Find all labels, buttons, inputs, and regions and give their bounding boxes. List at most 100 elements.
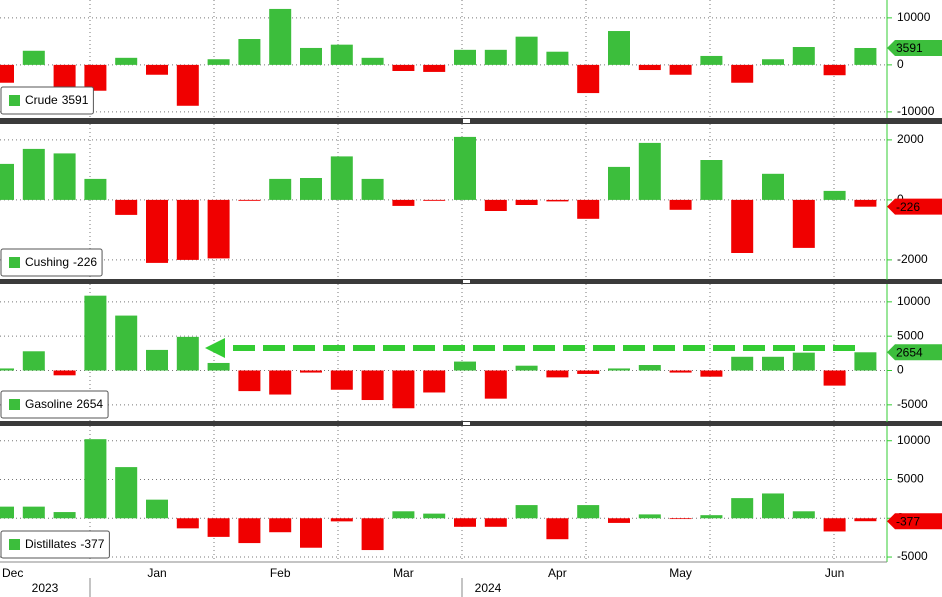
y-tick-label: 5000 [897,328,924,342]
bar [53,512,76,519]
bar [300,518,322,548]
bar [238,199,261,201]
bar [176,518,199,529]
legend-name: Crude [25,93,58,107]
bar [269,178,292,200]
legend-name: Distillates [25,537,76,551]
legend-name: Cushing [25,255,69,269]
bar [731,199,754,253]
legend-box [0,86,94,115]
bar [115,199,138,215]
bar [700,515,723,519]
last-value-label: 3591 [896,41,923,55]
bar [300,47,322,65]
separator-handle [463,119,470,123]
bar [115,467,138,519]
bar [823,64,846,76]
bar [146,199,168,263]
bar [823,518,846,532]
bar [854,352,877,371]
bar [762,493,784,519]
last-value-tag [887,344,942,361]
arrow-head [205,338,225,358]
bar [669,370,692,373]
bar [0,64,14,83]
bar [577,370,600,374]
bar [546,370,569,378]
legend-label: Gasoline 2654 [25,397,103,411]
bar [854,47,877,65]
bar [638,142,661,200]
bar [792,511,815,519]
legend-value: -226 [73,255,97,269]
legend-name: Gasoline [25,397,73,411]
bar [207,518,230,537]
bar [515,505,538,519]
bar [0,163,14,200]
bar [176,336,199,371]
legend-box [0,390,109,419]
bar [515,199,538,205]
bar [731,356,754,371]
bar [392,370,415,409]
bar [792,352,815,371]
last-value-tag [887,513,942,530]
bar [423,370,446,393]
x-tick-label: Jan [147,566,166,580]
bar [269,8,292,65]
x-tick-label: Feb [270,566,291,580]
bar [762,173,784,200]
bar [792,47,815,65]
last-value-label: -226 [896,200,920,214]
bar [22,351,45,371]
bar [330,156,353,200]
bar [115,57,138,65]
bar [330,44,353,65]
bar [608,166,630,200]
bar [762,356,784,371]
bar [731,64,754,83]
year-label: 2024 [475,581,502,595]
legend-label: Cushing -226 [25,255,97,269]
bar [330,518,353,522]
bar [484,199,507,211]
legend: Distillates -377 [0,530,110,559]
bar [84,64,107,91]
legend: Crude 3591 [0,86,94,115]
legend-box [0,248,103,277]
bar [176,199,199,260]
bar [823,370,846,386]
bar [792,199,815,248]
legend-swatch [9,539,20,550]
bar [392,199,415,206]
bar [669,64,692,75]
bar [823,190,846,200]
bar [53,370,76,376]
legend-swatch [9,399,20,410]
last-value-tag [887,198,942,215]
y-tick-label: 0 [897,57,904,71]
panel-separator [0,279,942,284]
year-label: 2023 [32,581,59,595]
bar [361,518,384,551]
x-tick-label: Mar [393,566,414,580]
x-tick-label: May [669,566,692,580]
legend: Gasoline 2654 [0,390,109,419]
bar [238,370,261,392]
bar [269,370,292,395]
y-tick-label: -5000 [897,397,928,411]
bar [300,178,322,200]
bar [22,148,45,200]
bar [577,64,600,94]
bar [454,518,476,527]
y-tick-label: -10000 [897,104,935,118]
legend-swatch [9,257,20,268]
x-tick-label: Apr [548,566,567,580]
separator-handle [463,422,470,425]
y-tick-label: -2000 [897,252,928,266]
bar [423,64,446,72]
bar [84,295,107,371]
bar [115,315,138,371]
